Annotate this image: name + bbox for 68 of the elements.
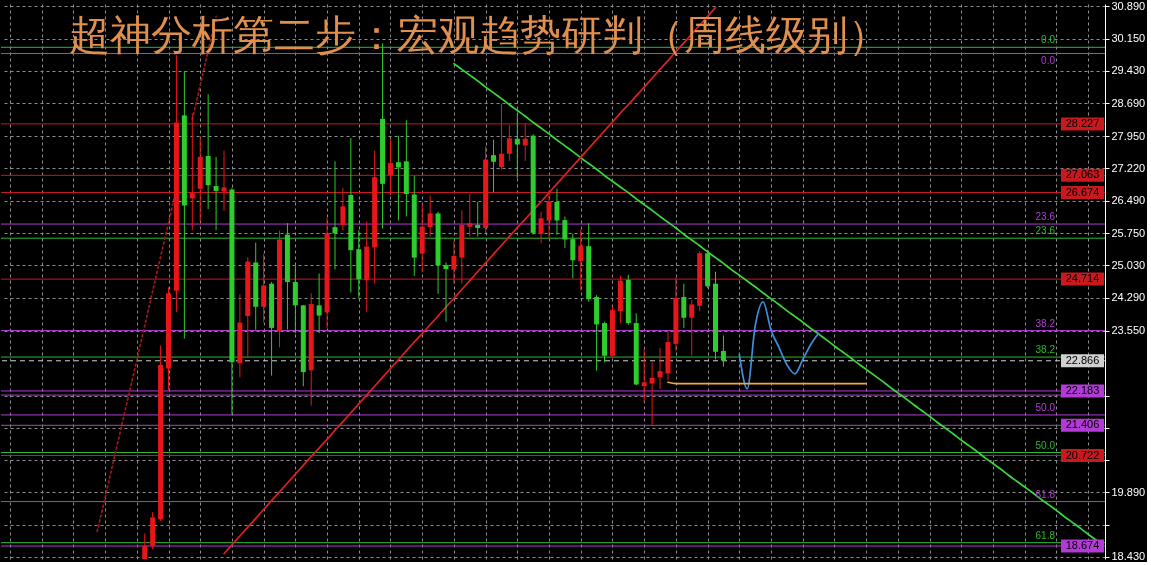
annotation: 23.6 xyxy=(1035,225,1056,237)
y-tick-label: 23.550 xyxy=(1111,324,1146,337)
y-tick-label: 25.030 xyxy=(1111,258,1146,271)
candlestick xyxy=(554,188,560,236)
candlestick xyxy=(641,349,647,403)
y-tick-label: 18.430 xyxy=(1111,550,1146,563)
y-tick-label: 27.220 xyxy=(1111,161,1146,174)
ref-line-label: 21.406 xyxy=(1065,418,1100,431)
y-tick-label: 19.890 xyxy=(1111,485,1146,498)
annotation: 23.6 xyxy=(1035,211,1056,223)
y-tick-label: 29.430 xyxy=(1111,64,1146,77)
ref-line-label: 22.866 xyxy=(1065,353,1100,366)
candlestick xyxy=(427,194,433,237)
candlestick xyxy=(720,334,726,368)
candlestick xyxy=(681,283,687,329)
ref-line-label: 26.674 xyxy=(1065,185,1100,198)
candlestick xyxy=(498,103,504,170)
y-tick-label: 25.750 xyxy=(1111,226,1146,239)
candlestick xyxy=(514,113,520,179)
candlestick xyxy=(340,187,346,231)
annotation: 50.0 xyxy=(1035,439,1056,451)
candlestick xyxy=(657,347,663,390)
annotation: 38.2 xyxy=(1035,317,1056,329)
candlestick xyxy=(578,229,584,291)
line-series xyxy=(738,300,820,390)
y-tick-label: 24.290 xyxy=(1111,291,1146,304)
annotation: 0.0 xyxy=(1041,34,1056,46)
candlestick xyxy=(546,189,552,239)
candlestick xyxy=(522,122,528,162)
annotation: 0.0 xyxy=(1041,55,1056,67)
candlestick xyxy=(451,240,457,285)
candlestick xyxy=(475,201,481,237)
line-series xyxy=(453,62,1097,541)
annotation: 61.8 xyxy=(1035,529,1056,541)
ref-line-label: 22.183 xyxy=(1065,383,1100,396)
candlestick xyxy=(316,273,322,334)
candlestick xyxy=(443,262,449,323)
chart-title: 超神分析第二步：宏观趋势研判（周线级别） xyxy=(69,11,889,59)
candlestick xyxy=(570,233,576,279)
candlestick xyxy=(213,156,219,231)
candlestick xyxy=(506,124,512,162)
candlestick xyxy=(261,253,267,324)
candlestick xyxy=(395,135,401,222)
candlestick xyxy=(562,216,568,249)
candlestick xyxy=(142,532,148,560)
annotation: 61.8 xyxy=(1035,488,1056,500)
candlestick xyxy=(292,265,298,334)
ref-line-label: 20.722 xyxy=(1065,448,1100,461)
ref-line-label: 28.227 xyxy=(1065,116,1100,129)
ref-line-label: 18.674 xyxy=(1065,539,1100,552)
y-tick-label: 30.150 xyxy=(1111,32,1146,45)
candlestick xyxy=(538,211,544,244)
candlestick xyxy=(689,299,695,357)
candlestick xyxy=(189,113,195,231)
ref-line-label: 24.714 xyxy=(1065,272,1100,285)
candlestick xyxy=(221,150,227,212)
annotation: 38.2 xyxy=(1035,344,1056,356)
ref-line-label: 27.063 xyxy=(1065,168,1100,181)
candlestick xyxy=(649,361,655,426)
candlestick xyxy=(467,193,473,237)
candlestick xyxy=(491,139,497,193)
candlestick xyxy=(387,139,393,196)
y-tick-label: 26.490 xyxy=(1111,194,1146,207)
y-tick-label: 28.690 xyxy=(1111,96,1146,109)
candlestick xyxy=(332,160,338,271)
annotation: 50.0 xyxy=(1035,401,1056,413)
y-tick-label: 27.950 xyxy=(1111,129,1146,142)
y-tick-label: 30.890 xyxy=(1111,0,1146,12)
